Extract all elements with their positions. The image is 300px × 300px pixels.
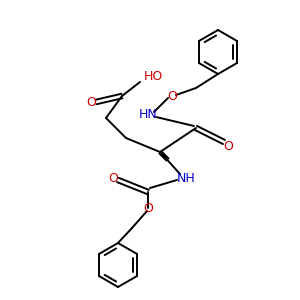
Text: O: O [143,202,153,215]
Text: O: O [86,95,96,109]
Text: HO: HO [144,70,163,83]
Text: NH: NH [177,172,195,184]
Text: O: O [167,89,177,103]
Text: HN: HN [139,109,158,122]
Text: O: O [223,140,233,152]
Text: O: O [108,172,118,184]
